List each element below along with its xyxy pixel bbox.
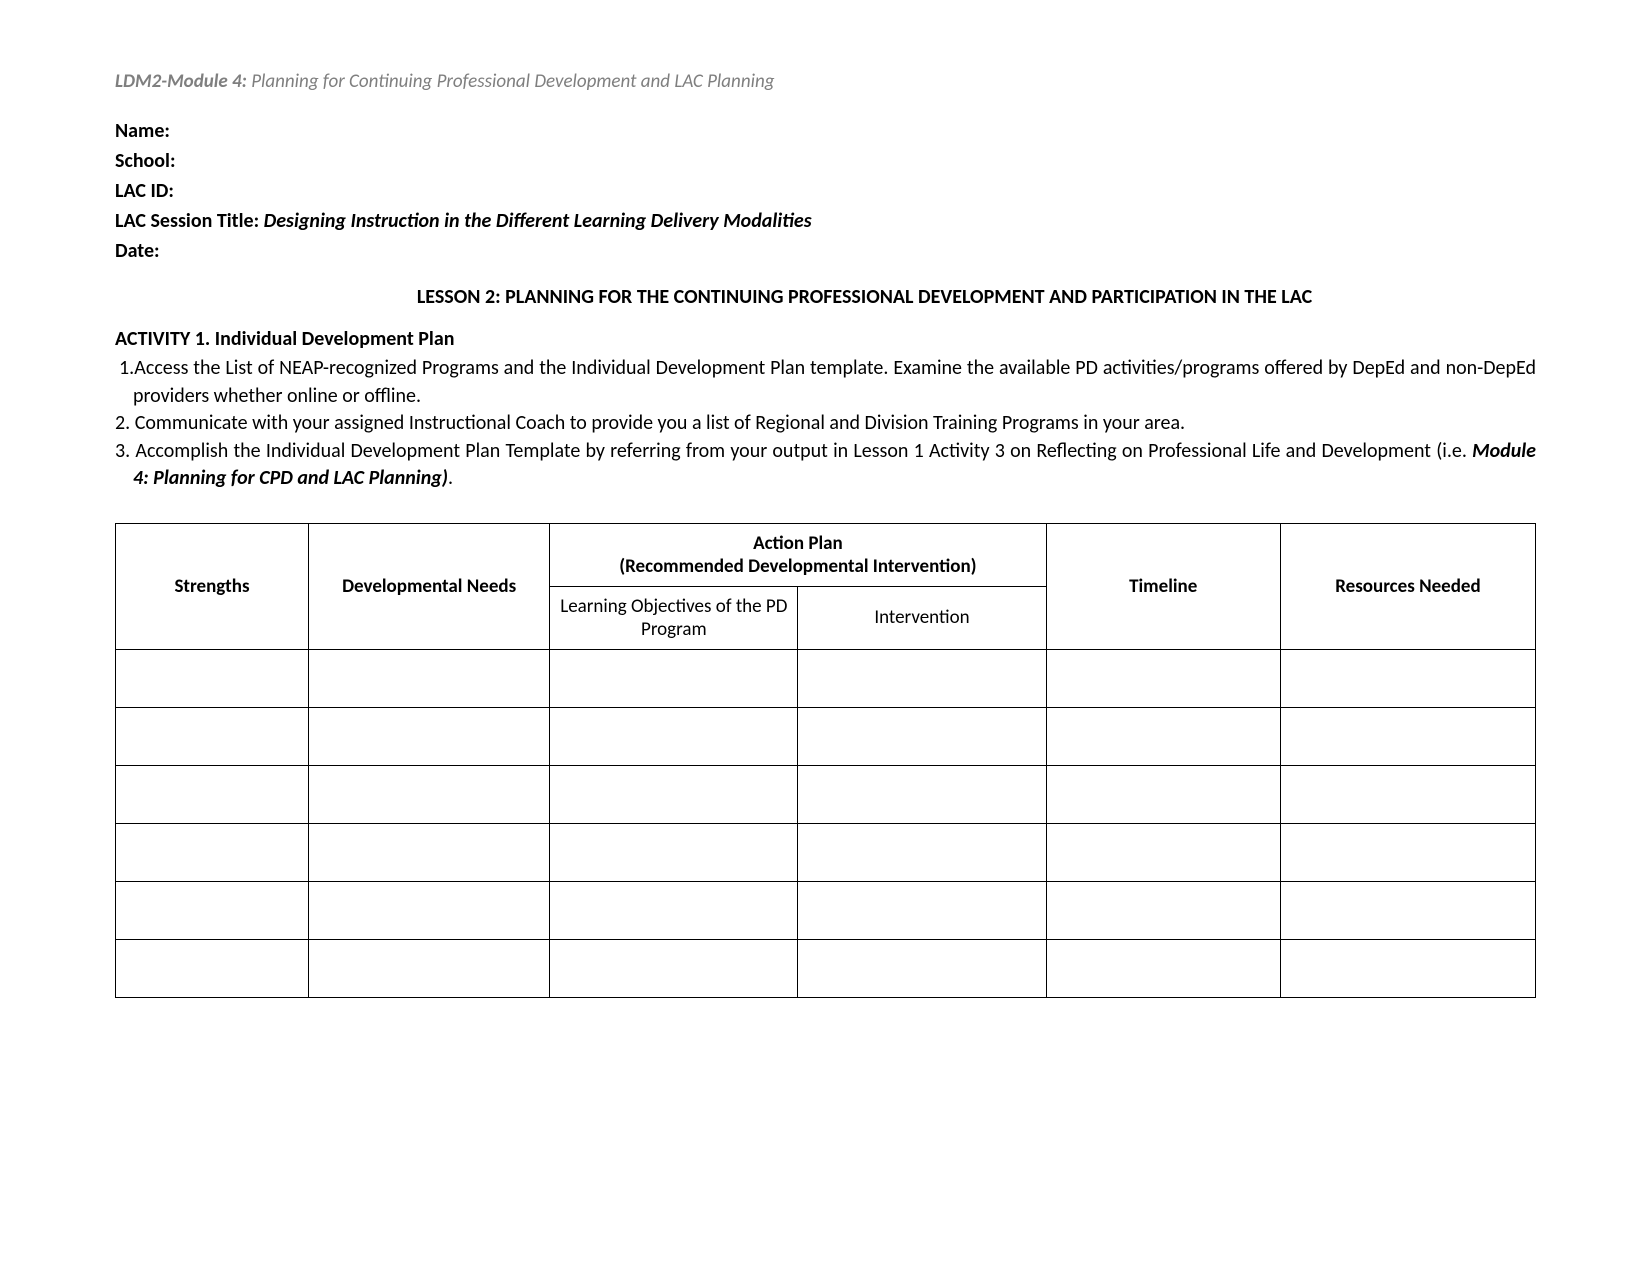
instructions-block: 1.Access the List of NEAP-recognized Pro… — [115, 355, 1536, 493]
table-cell — [550, 707, 798, 765]
table-cell — [798, 649, 1046, 707]
table-cell — [550, 939, 798, 997]
th-actionplan: Action Plan (Recommended Developmental I… — [550, 523, 1046, 586]
table-cell — [798, 823, 1046, 881]
table-cell — [550, 649, 798, 707]
table-cell — [1280, 881, 1535, 939]
module-header: LDM2-Module 4: Planning for Continuing P… — [115, 70, 1536, 93]
info-block: Name: School: LAC ID: LAC Session Title:… — [115, 117, 1536, 265]
session-line: LAC Session Title: Designing Instruction… — [115, 207, 1536, 235]
instruction-3c: . — [448, 466, 453, 490]
development-plan-table: Strengths Developmental Needs Action Pla… — [115, 523, 1536, 998]
table-cell — [309, 765, 550, 823]
th-actionplan-l1: Action Plan — [753, 532, 843, 555]
table-cell — [798, 707, 1046, 765]
table-body — [116, 649, 1536, 997]
table-cell — [1280, 823, 1535, 881]
table-cell — [1046, 939, 1280, 997]
name-line: Name: — [115, 117, 1536, 145]
table-row — [116, 707, 1536, 765]
table-cell — [309, 707, 550, 765]
table-cell — [1046, 823, 1280, 881]
table-cell — [550, 765, 798, 823]
table-cell — [309, 823, 550, 881]
th-intervention: Intervention — [798, 586, 1046, 649]
table-cell — [1046, 649, 1280, 707]
table-row — [116, 649, 1536, 707]
table-cell — [1046, 765, 1280, 823]
th-actionplan-l2: (Recommended Developmental Intervention) — [619, 555, 976, 578]
instruction-1: 1.Access the List of NEAP-recognized Pro… — [115, 355, 1536, 410]
table-cell — [116, 765, 309, 823]
lacid-line: LAC ID: — [115, 177, 1536, 205]
table-cell — [1280, 649, 1535, 707]
table-row — [116, 881, 1536, 939]
instruction-2: 2. Communicate with your assigned Instru… — [115, 410, 1536, 438]
table-cell — [798, 765, 1046, 823]
date-line: Date: — [115, 237, 1536, 265]
table-cell — [116, 939, 309, 997]
session-label: LAC Session Title: — [115, 209, 264, 233]
table-cell — [309, 939, 550, 997]
school-line: School: — [115, 147, 1536, 175]
table-cell — [1046, 881, 1280, 939]
table-row — [116, 939, 1536, 997]
table-header-row-1: Strengths Developmental Needs Action Pla… — [116, 523, 1536, 586]
instruction-3a: 3. Accomplish the Individual Development… — [115, 439, 1472, 463]
table-cell — [116, 881, 309, 939]
th-resources: Resources Needed — [1280, 523, 1535, 649]
table-cell — [550, 881, 798, 939]
table-cell — [550, 823, 798, 881]
table-row — [116, 765, 1536, 823]
table-cell — [116, 707, 309, 765]
table-cell — [1280, 765, 1535, 823]
table-cell — [1280, 707, 1535, 765]
th-devneeds: Developmental Needs — [309, 523, 550, 649]
table-cell — [116, 649, 309, 707]
table-cell — [1046, 707, 1280, 765]
module-rest: Planning for Continuing Professional Dev… — [247, 70, 775, 93]
table-cell — [309, 649, 550, 707]
table-cell — [798, 881, 1046, 939]
table-cell — [798, 939, 1046, 997]
table-cell — [116, 823, 309, 881]
table-cell — [1280, 939, 1535, 997]
table-cell — [309, 881, 550, 939]
th-learnobj: Learning Objectives of the PD Program — [550, 586, 798, 649]
instruction-3: 3. Accomplish the Individual Development… — [115, 438, 1536, 493]
module-prefix: LDM2-Module 4: — [115, 70, 247, 93]
session-value: Designing Instruction in the Different L… — [264, 209, 812, 233]
lesson-title: LESSON 2: PLANNING FOR THE CONTINUING PR… — [193, 285, 1536, 309]
th-timeline: Timeline — [1046, 523, 1280, 649]
table-row — [116, 823, 1536, 881]
activity-title: ACTIVITY 1. Individual Development Plan — [115, 327, 1536, 351]
th-strengths: Strengths — [116, 523, 309, 649]
